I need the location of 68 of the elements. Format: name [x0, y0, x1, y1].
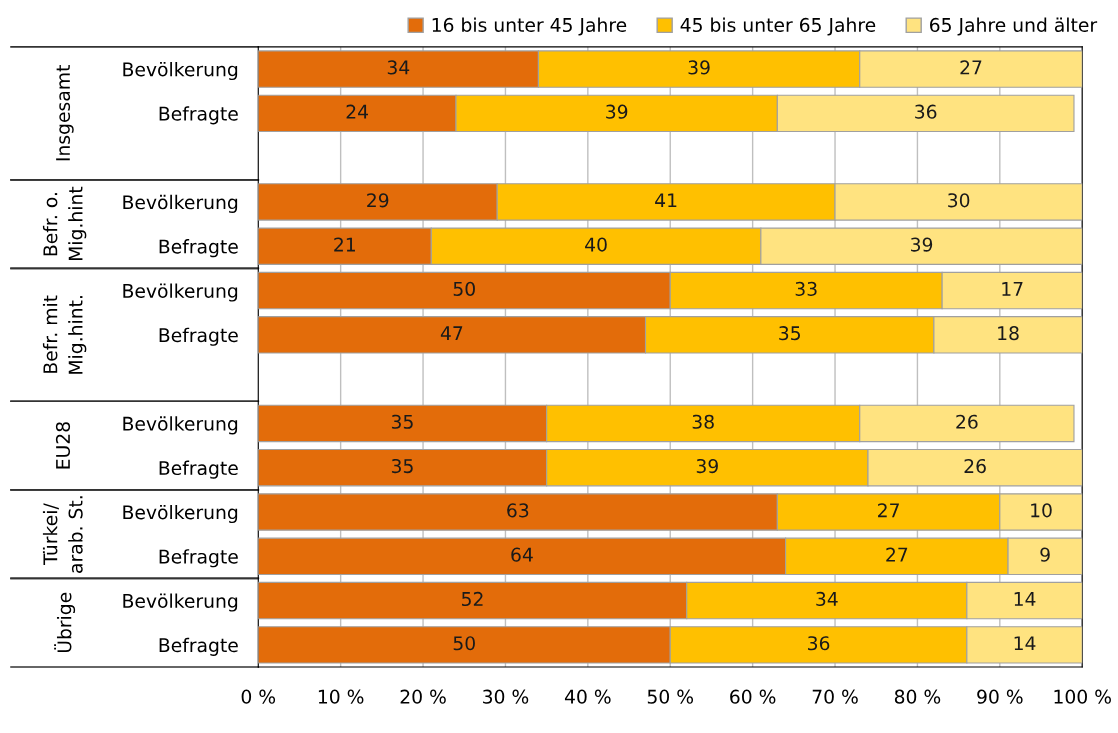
data-label: 33 [795, 281, 817, 296]
data-label: 30 [948, 193, 970, 208]
x-tick-label: 10 % [318, 689, 364, 704]
y-tick-label: Bevölkerung [123, 504, 238, 524]
data-label: 35 [779, 326, 801, 341]
y-tick-label: Befragte [159, 460, 238, 479]
y-tick-label: Befragte [159, 549, 238, 568]
data-label: 24 [346, 104, 369, 119]
y-tick-label: Bevölkerung [123, 194, 238, 213]
data-label: 14 [1014, 592, 1036, 606]
x-tick-label: 0 % [241, 689, 276, 704]
data-label: 39 [606, 104, 628, 119]
y-tick-label: Bevölkerung [123, 61, 238, 81]
data-label: 36 [808, 636, 830, 651]
data-label: 35 [391, 458, 413, 474]
text: Insgesamt [56, 65, 74, 161]
data-label: 14 [1014, 636, 1036, 651]
data-label: 27 [886, 547, 908, 562]
text: EU28 [55, 422, 71, 469]
x-tick-label: 90 % [977, 689, 1023, 704]
x-tick-label: 80 % [894, 689, 941, 704]
data-label: 39 [688, 60, 710, 75]
text: Befr. mit Mig.hint. [42, 295, 87, 374]
data-label: 29 [367, 193, 389, 208]
y-tick-label: Befragte [159, 327, 238, 346]
data-label: 10 [1031, 503, 1052, 518]
x-tick-label: 40 % [564, 689, 611, 704]
data-label: 17 [1002, 282, 1023, 296]
x-tick-label: 30 % [483, 689, 529, 704]
y-tick-label: Bevölkerung [123, 416, 238, 435]
x-tick-label: 70 % [812, 689, 858, 704]
data-label: 35 [391, 414, 413, 429]
text: Befr. o. Mig.hint [42, 186, 87, 261]
data-label: 34 [387, 60, 410, 75]
x-tick-label: 100 % [1054, 689, 1111, 704]
y-tick-label: Befragte [159, 637, 238, 656]
data-label: 63 [507, 503, 529, 518]
data-label: 50 [453, 636, 475, 651]
data-label: 26 [956, 414, 978, 429]
text: Übrige [54, 592, 76, 653]
legend-label: 45 bis unter 65 Jahre [680, 17, 876, 36]
y-tick-label: Befragte [159, 106, 238, 125]
data-label: 41 [655, 193, 677, 208]
data-label: 27 [878, 503, 899, 518]
data-label: 50 [453, 281, 475, 296]
data-label: 38 [692, 414, 714, 429]
x-tick-label: 50 % [647, 689, 694, 704]
data-label: 18 [998, 326, 1019, 341]
x-tick-label: 60 % [730, 689, 776, 704]
legend-label: 65 Jahre und älter [930, 17, 1098, 36]
x-tick-label: 20 % [400, 689, 446, 704]
data-label: 34 [816, 591, 838, 607]
data-label: 36 [915, 104, 937, 119]
y-tick-label: Befragte [159, 239, 238, 258]
data-label: 52 [462, 591, 483, 607]
legend-label: 16 bis unter 45 Jahre [432, 17, 627, 36]
data-label: 47 [440, 326, 463, 340]
data-label: 26 [964, 458, 986, 474]
data-label: 64 [511, 547, 533, 562]
data-label: 39 [696, 458, 718, 474]
data-label: 9 [1040, 547, 1050, 562]
data-label: 39 [911, 237, 933, 252]
data-label: 40 [585, 237, 607, 252]
text: Türkei/ arab. St. [42, 496, 83, 573]
data-label: 21 [334, 237, 355, 252]
y-tick-label: Bevölkerung [123, 283, 238, 302]
data-label: 27 [960, 60, 982, 75]
y-tick-label: Bevölkerung [123, 593, 238, 612]
